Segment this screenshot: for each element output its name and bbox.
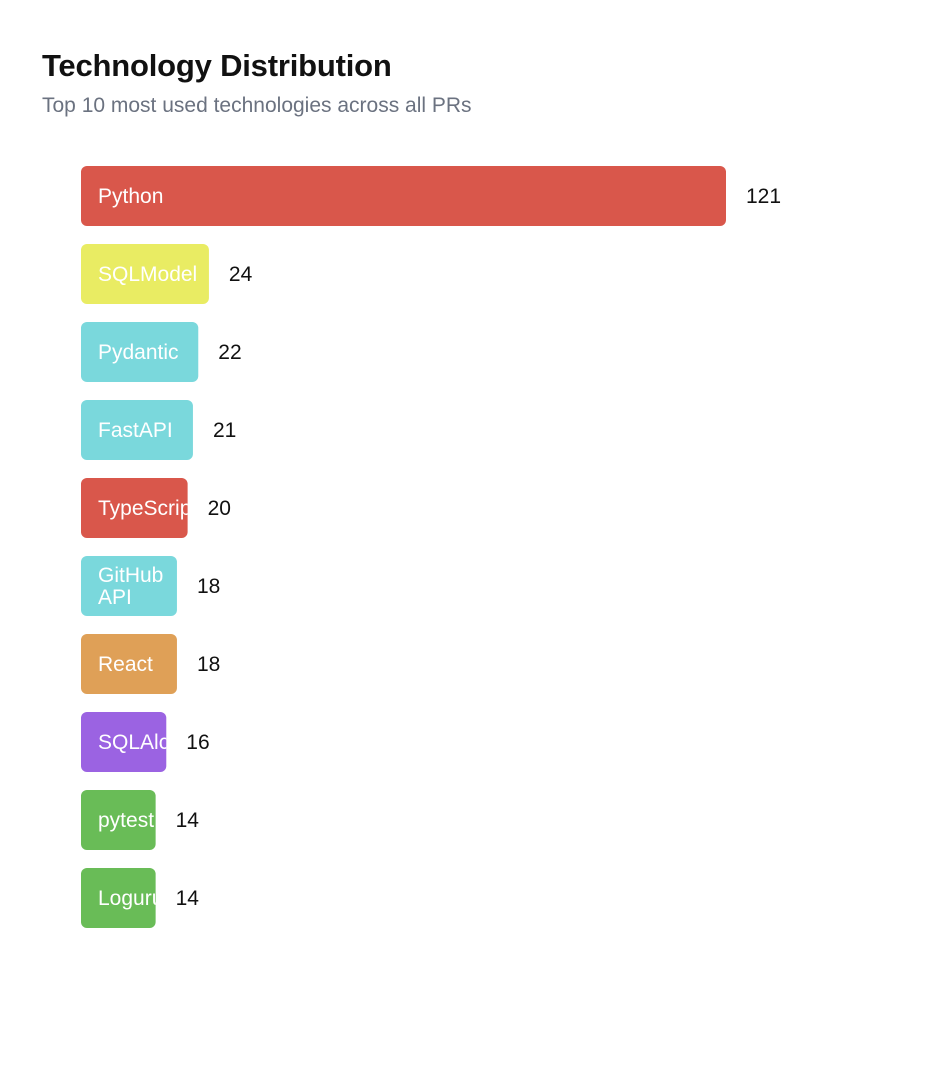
bar-pytest[interactable] xyxy=(81,790,156,850)
bar-value-sqlalchemy: 16 xyxy=(186,731,209,754)
bar-typescript[interactable] xyxy=(81,478,188,538)
chart-subtitle: Top 10 most used technologies across all… xyxy=(42,94,472,117)
bar-label-pytest: pytest xyxy=(98,809,154,832)
bar-label-fastapi: FastAPI xyxy=(98,419,173,442)
bar-group-github-api: GitHub API 18 xyxy=(81,556,220,616)
bar-group-pytest: pytest 14 xyxy=(81,790,199,850)
bar-python[interactable] xyxy=(81,166,726,226)
bar-label-pydantic: Pydantic xyxy=(98,341,179,364)
bar-value-sqlmodel: 24 xyxy=(229,263,253,286)
bar-pydantic[interactable] xyxy=(81,322,199,382)
bar-group-sqlmodel: SQLModel 24 xyxy=(81,244,253,304)
bar-group-pydantic: Pydantic 22 xyxy=(81,322,242,382)
bar-sqlalchemy[interactable] xyxy=(81,712,167,772)
bar-label-sqlmodel: SQLModel xyxy=(98,263,197,286)
bar-value-github-api: 18 xyxy=(197,575,220,598)
bar-group-loguru: Loguru 14 xyxy=(81,868,199,928)
bar-value-python: 121 xyxy=(746,185,781,208)
bar-label-loguru: Loguru xyxy=(98,887,163,910)
bar-value-loguru: 14 xyxy=(176,887,200,910)
bar-sqlmodel[interactable] xyxy=(81,244,209,304)
bar-value-typescript: 20 xyxy=(208,497,231,520)
bar-group-fastapi: FastAPI 21 xyxy=(81,400,236,460)
bar-react[interactable] xyxy=(81,634,177,694)
bar-value-pydantic: 22 xyxy=(218,341,241,364)
bar-loguru[interactable] xyxy=(81,868,156,928)
bar-label-python: Python xyxy=(98,185,163,208)
bar-label-sqlalchemy: SQLAlchemy xyxy=(98,731,221,754)
chart-title: Technology Distribution xyxy=(42,48,392,83)
bar-value-pytest: 14 xyxy=(176,809,200,832)
bar-label-react: React xyxy=(98,653,153,676)
bar-fastapi[interactable] xyxy=(81,400,193,460)
bar-github-api[interactable] xyxy=(81,556,177,616)
bar-value-fastapi: 21 xyxy=(213,419,236,442)
bar-group-react: React 18 xyxy=(81,634,220,694)
bar-value-react: 18 xyxy=(197,653,220,676)
bar-label-typescript: TypeScript xyxy=(98,497,197,520)
bar-group-typescript: TypeScript 20 xyxy=(81,478,231,538)
bar-group-python: Python 121 xyxy=(81,166,781,226)
bar-label-github-api: GitHub API xyxy=(98,564,163,609)
